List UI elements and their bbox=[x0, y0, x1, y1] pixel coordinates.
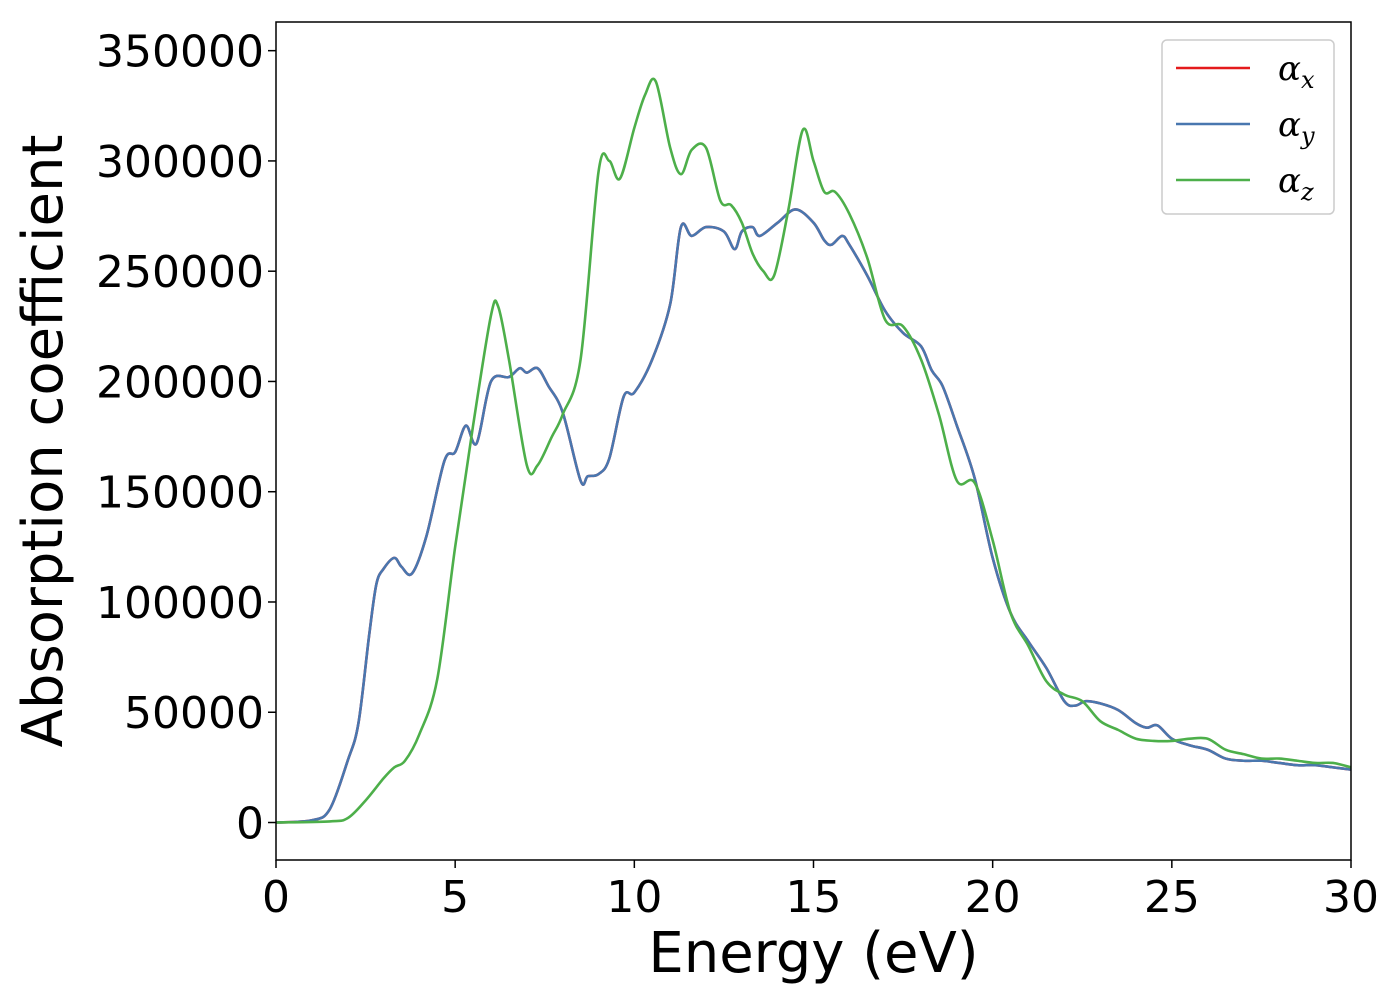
series-line-x bbox=[276, 208, 1351, 824]
legend-box bbox=[1161, 39, 1335, 215]
y-tick-label: 300000 bbox=[96, 137, 264, 188]
legend-item-z: αz bbox=[1176, 161, 1314, 206]
y-tick-label: 100000 bbox=[96, 578, 264, 629]
legend-label: αz bbox=[1278, 161, 1314, 206]
y-axis-title: Absorption coefficient bbox=[11, 135, 76, 748]
x-tick-label: 25 bbox=[1144, 872, 1200, 923]
x-axis-title: Energy (eV) bbox=[648, 921, 978, 986]
series-line-z bbox=[276, 77, 1351, 824]
y-tick-label: 0 bbox=[236, 799, 264, 850]
y-tick-label: 350000 bbox=[96, 27, 264, 78]
legend-item-x: αx bbox=[1176, 49, 1315, 94]
x-tick-label: 30 bbox=[1323, 872, 1379, 923]
legend-item-y: αy bbox=[1176, 105, 1315, 150]
y-tick-label: 50000 bbox=[124, 688, 264, 739]
x-tick-label: 15 bbox=[786, 872, 842, 923]
series-layer bbox=[276, 77, 1351, 824]
x-tick-label: 0 bbox=[262, 872, 290, 923]
y-tick-label: 250000 bbox=[96, 247, 264, 298]
y-tick-label: 150000 bbox=[96, 468, 264, 519]
x-tick-label: 5 bbox=[441, 872, 469, 923]
x-tick-label: 20 bbox=[965, 872, 1021, 923]
legend: αx αy αz bbox=[1161, 39, 1335, 215]
legend-label: αx bbox=[1278, 49, 1315, 94]
legend-label: αy bbox=[1278, 105, 1315, 150]
x-tick-label: 10 bbox=[606, 872, 662, 923]
series-line-y bbox=[276, 208, 1351, 824]
ticks-layer: 0 5 10 15 20 25 30 0 50000 100000 150000 200000 2500… bbox=[96, 27, 1379, 923]
y-tick-label: 200000 bbox=[96, 357, 264, 408]
